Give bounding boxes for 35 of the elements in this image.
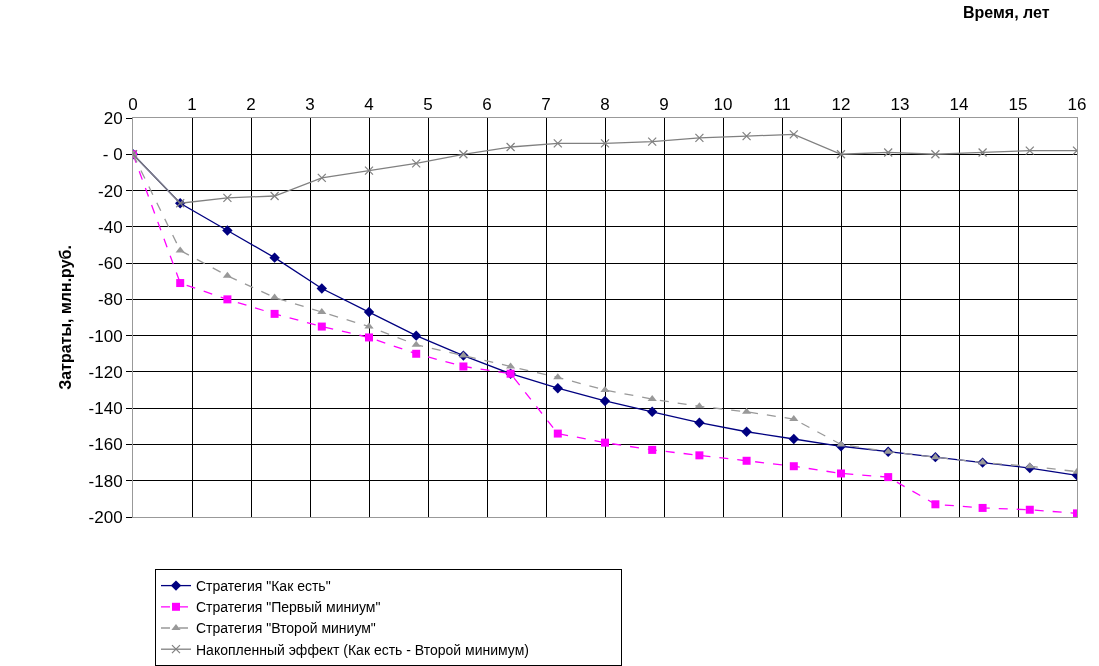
- y-tick-label: -160: [88, 435, 123, 455]
- x-tick-label: 3: [305, 95, 315, 115]
- x-tick-label: 2: [246, 95, 256, 115]
- y-tick-label: -40: [98, 217, 123, 237]
- x-tick-label: 13: [890, 95, 910, 115]
- x-tick-label: 5: [423, 95, 433, 115]
- x-tick-label: 6: [482, 95, 492, 115]
- y-tick-label: -120: [88, 362, 123, 382]
- y-tick-label: -180: [88, 471, 123, 491]
- x-tick-label: 16: [1067, 95, 1087, 115]
- x-tick-label: 15: [1008, 95, 1028, 115]
- y-tick-label: -20: [98, 181, 123, 201]
- x-tick-label: 10: [713, 95, 733, 115]
- legend-label: Стратегия "Первый миниум": [195, 599, 381, 616]
- y-tick-label: -60: [98, 254, 123, 274]
- x-tick-label: 4: [364, 95, 374, 115]
- x-tick-label: 1: [187, 95, 197, 115]
- legend-label: Стратегия "Второй миниум": [195, 620, 376, 637]
- x-tick-label: 9: [659, 95, 669, 115]
- x-axis-title: Время, лет: [963, 4, 1050, 21]
- legend-label: Накопленный эффект (Как есть - Второй минимум): [195, 641, 529, 658]
- x-tick-label: 12: [831, 95, 851, 115]
- y-tick-label: -80: [98, 290, 123, 310]
- x-tick-label: 0: [128, 95, 138, 115]
- x-tick-label: 11: [773, 95, 791, 115]
- y-tick-label: 20: [103, 108, 123, 128]
- y-tick-label: -200: [88, 507, 123, 527]
- x-tick-label: 7: [541, 95, 551, 115]
- x-tick-label: 14: [949, 95, 969, 115]
- y-axis-title: Затраты, млн.руб.: [57, 245, 75, 390]
- x-tick-label: 8: [600, 95, 610, 115]
- y-tick-label: -140: [88, 399, 123, 419]
- legend-label: Стратегия "Как есть": [195, 578, 331, 595]
- y-tick-label: -100: [88, 326, 123, 346]
- y-tick-label: - 0: [102, 145, 123, 165]
